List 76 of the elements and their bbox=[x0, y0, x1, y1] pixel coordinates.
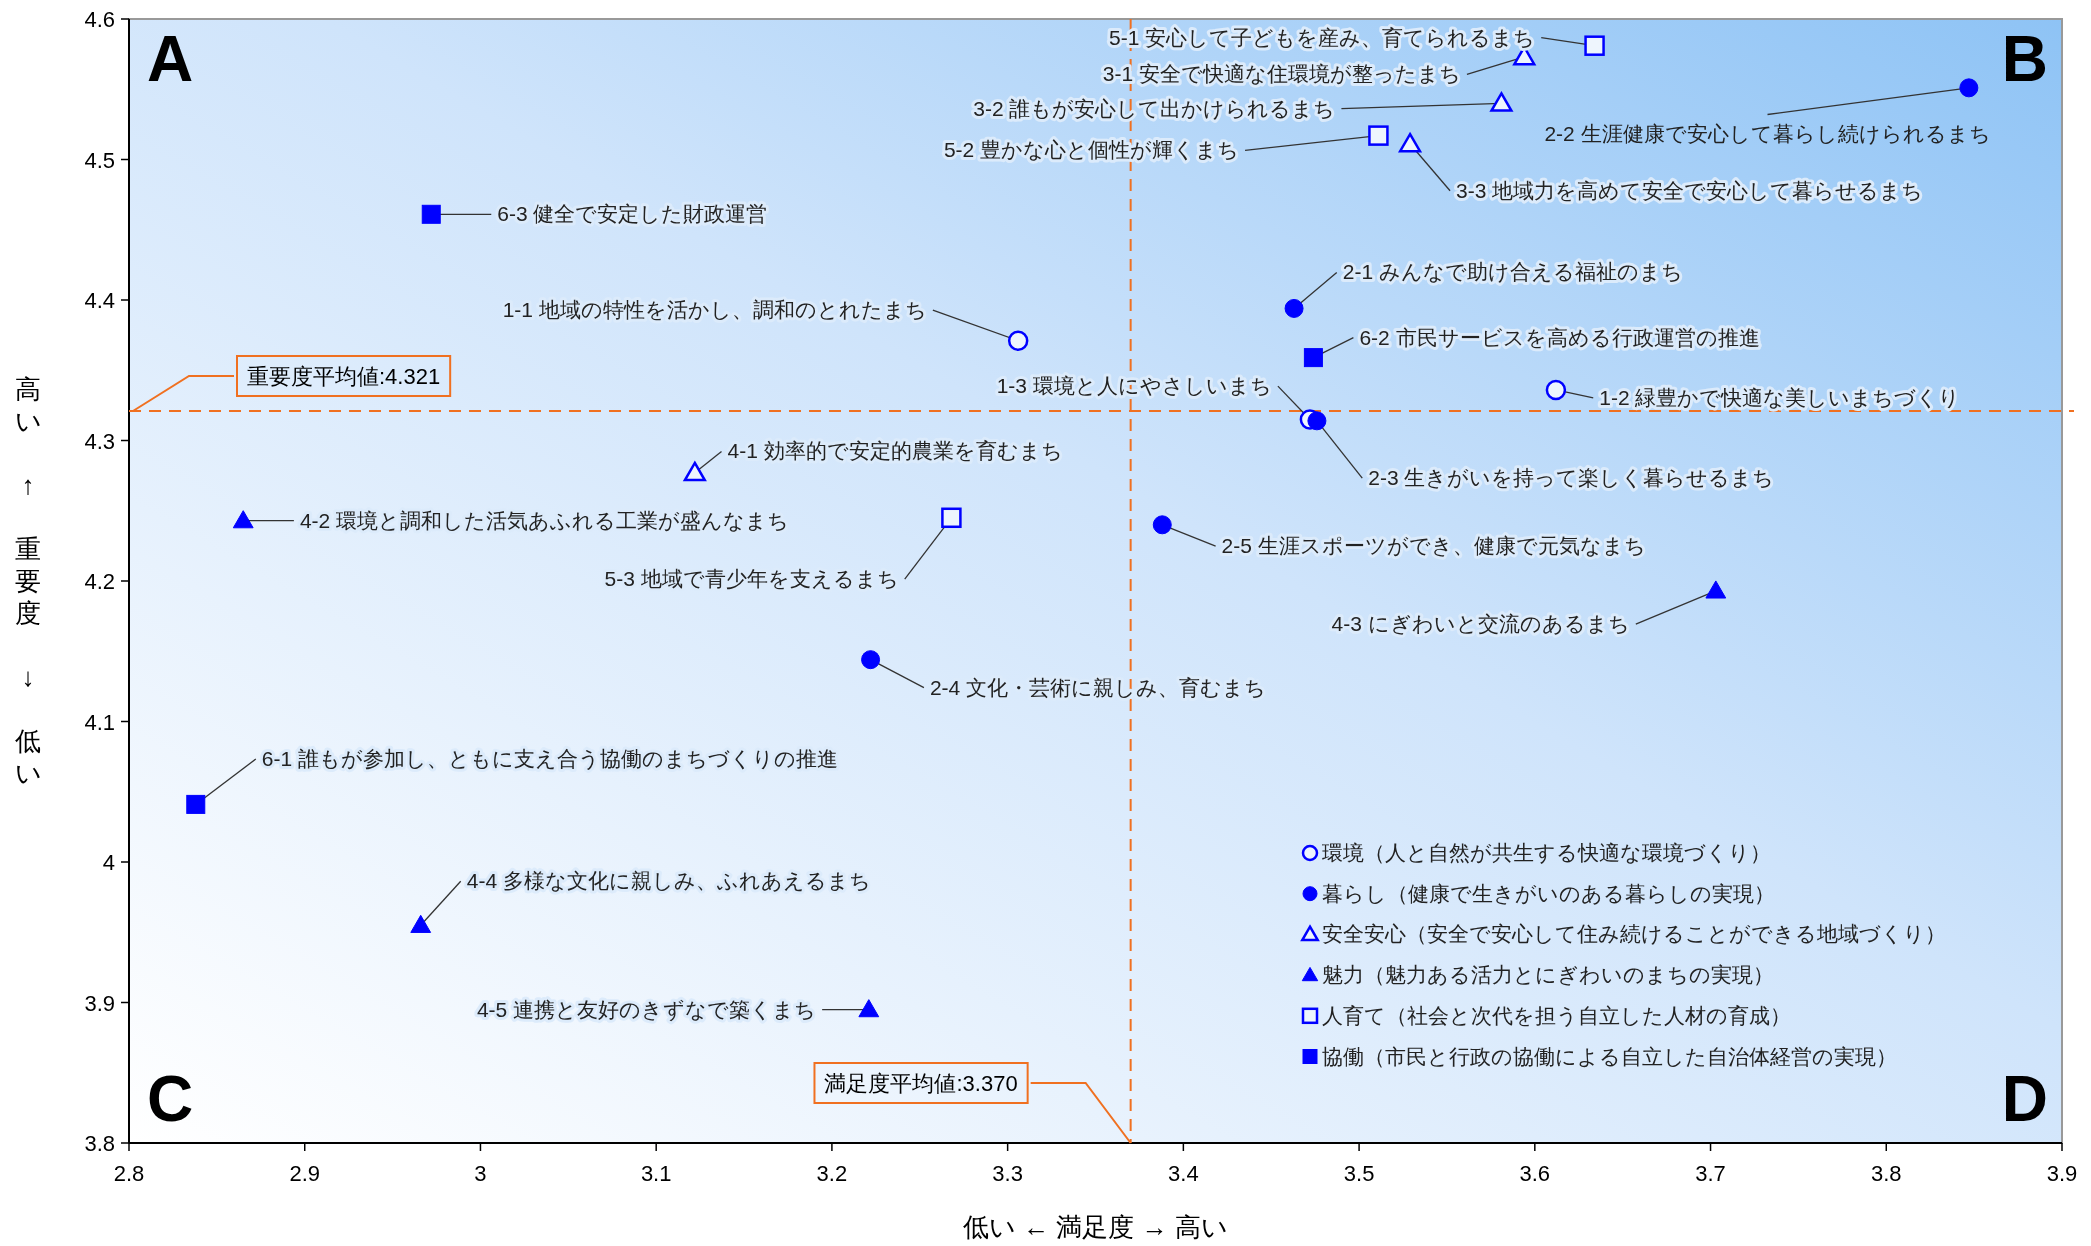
annotation: 6-3 健全で安定した財政運営 bbox=[497, 202, 768, 226]
text: 高い ↑ 重要度 ↓ 低い bbox=[14, 374, 42, 788]
point bbox=[232, 510, 254, 529]
legend-label: 人育て（社会と次代を担う自立した人材の育成） bbox=[1322, 1003, 1791, 1027]
annotation: 5-3 地域で青少年を支えるまち bbox=[604, 567, 899, 591]
y-tick-label: 4.6 bbox=[84, 7, 115, 32]
x-tick-label: 3.9 bbox=[2046, 1161, 2078, 1186]
y-tick-label: 4.2 bbox=[84, 569, 115, 594]
point bbox=[410, 914, 432, 933]
point bbox=[1307, 411, 1327, 431]
annotation: 6-2 市民サービスを高める行政運営の推進 bbox=[1359, 325, 1760, 349]
annotation: A bbox=[147, 23, 194, 95]
legend-label: 環境（人と自然が共生する快適な環境づくり） bbox=[1322, 841, 1771, 864]
point bbox=[1368, 125, 1389, 146]
point bbox=[1398, 132, 1422, 153]
annotation: 4-3 にぎわいと交流のあるまち bbox=[1331, 612, 1630, 636]
y-tick-label: 3.8 bbox=[84, 1131, 115, 1156]
x-tick-label: 3.7 bbox=[1695, 1161, 1726, 1186]
point bbox=[1284, 298, 1304, 318]
y-tick-label: 4 bbox=[102, 850, 115, 875]
annotation: 4-1 効率的で安定的農業を育むまち bbox=[727, 439, 1063, 463]
point bbox=[1303, 348, 1323, 368]
annotation: 2-3 生きがいを持って楽しく暮らせるまち bbox=[1368, 466, 1775, 490]
annotation: D bbox=[2001, 1063, 2048, 1135]
point bbox=[861, 650, 881, 670]
x-tick-label: 3.2 bbox=[816, 1161, 848, 1186]
point bbox=[683, 461, 706, 482]
point bbox=[858, 999, 880, 1018]
y-tick-label: 4.3 bbox=[84, 428, 115, 454]
annotation: 4-5 連携と友好のきずなで築くまち bbox=[476, 997, 817, 1022]
point bbox=[1584, 35, 1605, 56]
point bbox=[1705, 580, 1727, 599]
annotation: 4-2 環境と調和した活気あふれる工業が盛んなまち bbox=[299, 508, 790, 532]
annotation: 3-3 地域力を高めて安全で安心して暮らせるまち bbox=[1456, 178, 1924, 202]
point bbox=[421, 204, 441, 224]
ref-line-label: 重要度平均値:4.321 bbox=[247, 363, 441, 389]
legend-label: 協働（市民と行政の協働による自立した自治体経営の実現） bbox=[1322, 1044, 1897, 1068]
point bbox=[1490, 92, 1513, 112]
y-tick-label: 4.1 bbox=[84, 709, 115, 735]
annotation: 2-1 みんなで助け合える福祉のまち bbox=[1342, 260, 1683, 284]
annotation: 6-1 誰もが参加し、ともに支え合う協働のまちづくりの推進 bbox=[261, 747, 838, 771]
point bbox=[1152, 515, 1172, 535]
point bbox=[186, 794, 206, 814]
point bbox=[941, 507, 962, 529]
legend-label: 暮らし（健康で生きがいのある暮らしの実現） bbox=[1322, 881, 1775, 905]
x-tick-label: 3.5 bbox=[1343, 1161, 1375, 1186]
annotation: 3-2 誰もが安心して出かけられるまち bbox=[973, 96, 1336, 120]
annotation: 2-4 文化・芸術に親しみ、育むまち bbox=[929, 675, 1267, 699]
annotation: 2-2 生涯健康で安心して暮らし続けられるまち bbox=[1544, 121, 1991, 145]
x-tick-label: 2.9 bbox=[289, 1161, 321, 1186]
y-tick-label: 4.5 bbox=[84, 147, 115, 173]
x-tick-label: 3.6 bbox=[1519, 1161, 1551, 1186]
annotation: C bbox=[147, 1063, 194, 1135]
legend-label: 安全安心（安全で安心して住み続けることができる地域づくり） bbox=[1322, 922, 1946, 946]
legend-label: 魅力（魅力ある活力とにぎわいのまちの実現） bbox=[1322, 963, 1774, 987]
y-tick-label: 4.4 bbox=[84, 288, 115, 313]
annotation: 1-2 緑豊かで快適な美しいまちづくり bbox=[1599, 385, 1961, 409]
point bbox=[1007, 330, 1029, 351]
x-tick-label: 3.1 bbox=[640, 1161, 672, 1186]
point bbox=[1959, 78, 1979, 98]
x-tick-label: 2.8 bbox=[113, 1161, 145, 1186]
annotation: 2-5 生涯スポーツができ、健康で元気なまち bbox=[1221, 534, 1646, 558]
annotation: B bbox=[2001, 23, 2048, 95]
y-tick-label: 3.9 bbox=[84, 990, 115, 1016]
ref-line-label: 満足度平均値:3.370 bbox=[824, 1071, 1018, 1096]
x-tick-label: 3.8 bbox=[1870, 1161, 1902, 1186]
point bbox=[1545, 379, 1567, 401]
annotation: 4-4 多様な文化に親しみ、ふれあえるまち bbox=[466, 869, 871, 893]
annotation: 5-1 安心して子どもを産み、育てられるまち bbox=[1109, 25, 1536, 49]
x-tick-label: 3.3 bbox=[992, 1161, 1023, 1186]
x-tick-label: 3.4 bbox=[1168, 1161, 1199, 1186]
x-tick-label: 3 bbox=[474, 1161, 487, 1186]
annotation: 5-2 豊かな心と個性が輝くまち bbox=[943, 138, 1240, 162]
annotation: 3-1 安全で快適な住環境が整ったまち bbox=[1102, 62, 1461, 86]
x-axis-title: 低い ← 満足度 → 高い bbox=[963, 1212, 1228, 1242]
annotation: 1-1 地域の特性を活かし、調和のとれたまち bbox=[502, 298, 927, 322]
